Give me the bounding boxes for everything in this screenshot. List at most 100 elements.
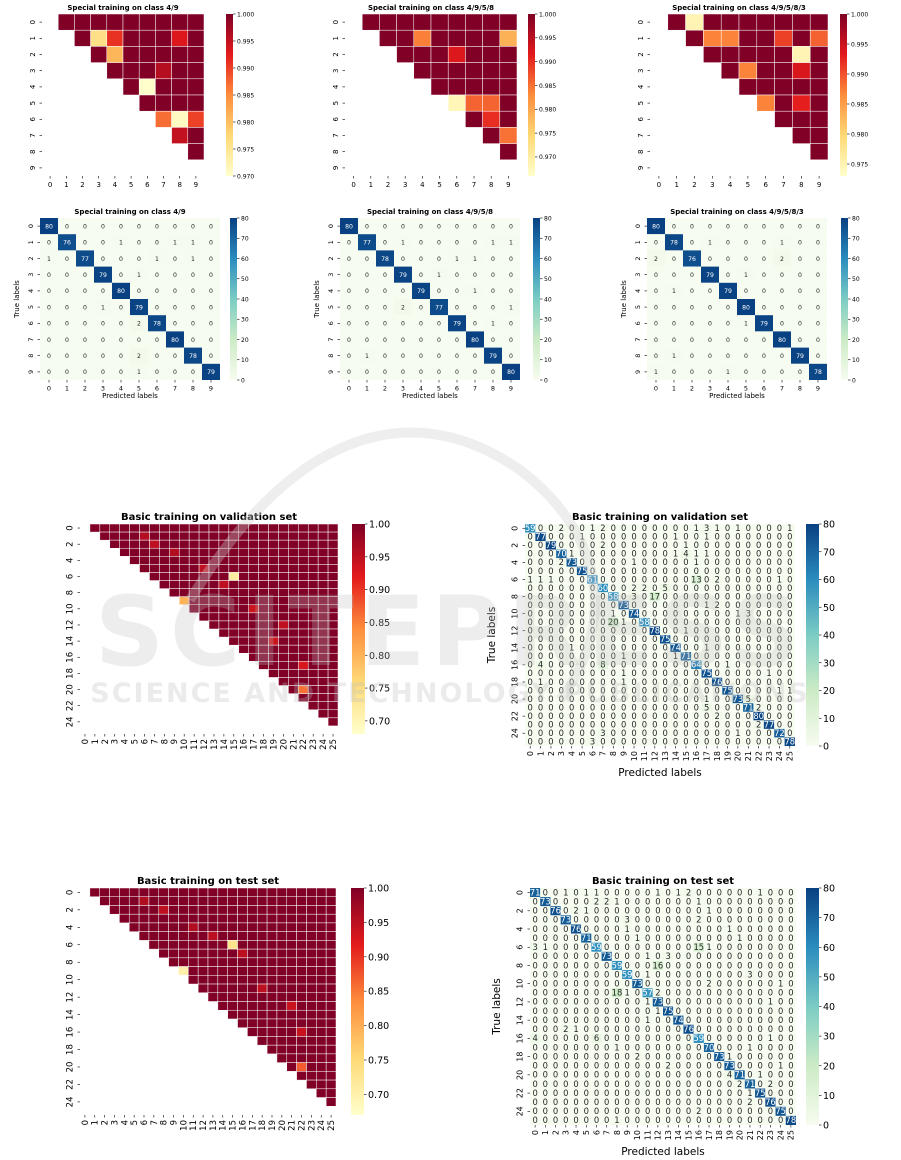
heatmap-cell xyxy=(535,720,546,729)
heatmap-cell xyxy=(525,652,536,661)
heatmap-cell xyxy=(652,1024,663,1034)
heatmap-cell xyxy=(649,626,660,635)
colorbar-gradient xyxy=(840,14,847,176)
heatmap-cell xyxy=(484,234,502,251)
heatmap-cell xyxy=(763,728,775,738)
heatmap-cell xyxy=(743,558,754,567)
heatmap-cell xyxy=(784,711,795,721)
cell-value: 0 xyxy=(737,960,742,970)
cell-value: 0 xyxy=(737,951,742,961)
cell-value: 1 xyxy=(528,574,533,584)
heatmap-cell xyxy=(430,266,448,283)
cell-value: 0 xyxy=(726,337,730,344)
heatmap-cell xyxy=(663,933,674,943)
heatmap-cell xyxy=(208,596,220,606)
heatmap-cell xyxy=(430,331,448,348)
x-tick-label: 17 xyxy=(705,1130,714,1140)
cell-value: 0 xyxy=(683,617,688,627)
y-tick-label: 4 xyxy=(65,925,75,930)
heatmap-cell xyxy=(683,331,701,348)
cell-value: 0 xyxy=(559,719,564,729)
cell-value: 0 xyxy=(694,728,699,738)
heatmap-cell xyxy=(556,686,567,695)
heatmap-cell xyxy=(680,686,692,695)
cell-value: 0 xyxy=(509,321,513,328)
heatmap-cell xyxy=(791,234,809,251)
cell-value: 20 xyxy=(608,617,619,627)
x-tick-label: 20 xyxy=(278,1120,288,1131)
heatmap-cell xyxy=(649,541,660,550)
heatmap-cell xyxy=(670,600,681,610)
heatmap-cell xyxy=(683,1015,694,1025)
heatmap-cell xyxy=(608,626,619,635)
cell-value: 0 xyxy=(635,997,640,1007)
heatmap-cell xyxy=(632,1061,643,1071)
cell-value: 0 xyxy=(704,608,709,618)
cell-value: 0 xyxy=(553,1015,558,1025)
colorbar-tick-label: 1.00 xyxy=(368,884,389,895)
heatmap-cell xyxy=(171,62,189,80)
cell-value: 0 xyxy=(655,906,660,916)
heatmap-cell xyxy=(327,580,339,589)
heatmap-cell xyxy=(566,686,577,695)
y-tick-label: 5 xyxy=(332,101,340,105)
heatmap-cell xyxy=(122,13,140,31)
heatmap-cell xyxy=(652,960,663,971)
heatmap-cell xyxy=(306,905,317,915)
cell-value: 59 xyxy=(525,523,536,533)
x-tick-label: 1 xyxy=(674,181,678,189)
cell-value: 1 xyxy=(673,532,678,542)
cell-value: 0 xyxy=(663,532,668,542)
heatmap-cell xyxy=(376,266,394,283)
heatmap-cell xyxy=(597,686,609,695)
cell-value: 0 xyxy=(686,979,691,989)
heatmap-cell xyxy=(724,1079,735,1089)
heatmap-cell xyxy=(316,1079,327,1090)
y-tick-label: 1 xyxy=(27,240,35,244)
cell-value: 1 xyxy=(455,256,459,263)
heatmap-cell xyxy=(218,588,230,597)
cell-value: 1 xyxy=(137,272,141,279)
heatmap-cell xyxy=(663,960,674,971)
heatmap-cell xyxy=(535,626,546,635)
cell-value: 2 xyxy=(563,1024,568,1034)
heatmap-cell xyxy=(632,897,643,907)
cell-value: 0 xyxy=(663,608,668,618)
heatmap-cell xyxy=(540,1079,551,1089)
cell-value: 0 xyxy=(437,321,441,328)
heatmap-cell xyxy=(755,1024,766,1034)
cell-value: 0 xyxy=(548,694,553,704)
cell-value: 0 xyxy=(686,1042,691,1052)
heatmap-cell xyxy=(765,942,776,952)
cell-value: 0 xyxy=(735,574,740,584)
heatmap-cell xyxy=(765,924,776,934)
colorbar-tick-label: 0.975 xyxy=(237,146,254,153)
cell-value: 0 xyxy=(683,643,688,653)
cell-value: 1 xyxy=(365,353,369,360)
heatmap-cells xyxy=(89,523,339,727)
cell-value: 3 xyxy=(625,915,630,925)
heatmap-cell xyxy=(258,604,269,614)
cell-value: 0 xyxy=(473,240,477,247)
heatmap-cell xyxy=(317,693,329,702)
cell-value: 0 xyxy=(528,668,533,678)
heatmap-cell xyxy=(266,1036,278,1046)
heatmap-cell xyxy=(178,905,189,915)
heatmap-cell xyxy=(138,887,150,897)
heatmap-cell xyxy=(755,1006,766,1016)
heatmap-cell xyxy=(325,1036,337,1046)
heatmap-cell xyxy=(775,1006,786,1016)
heatmap-cell xyxy=(560,970,571,980)
cell-value: 0 xyxy=(584,1115,589,1125)
heatmap-cell xyxy=(325,913,337,924)
cell-value: 0 xyxy=(401,337,405,344)
heatmap-cell xyxy=(581,997,592,1007)
heatmap-cell xyxy=(307,693,319,702)
heatmap-cell xyxy=(784,635,795,644)
heatmap-cell xyxy=(376,218,394,235)
cell-value: 0 xyxy=(746,737,751,747)
heatmap-cell xyxy=(601,970,612,980)
cell-value: 0 xyxy=(690,304,694,311)
heatmap-cell xyxy=(276,1009,288,1020)
heatmap-cell xyxy=(683,1033,694,1043)
